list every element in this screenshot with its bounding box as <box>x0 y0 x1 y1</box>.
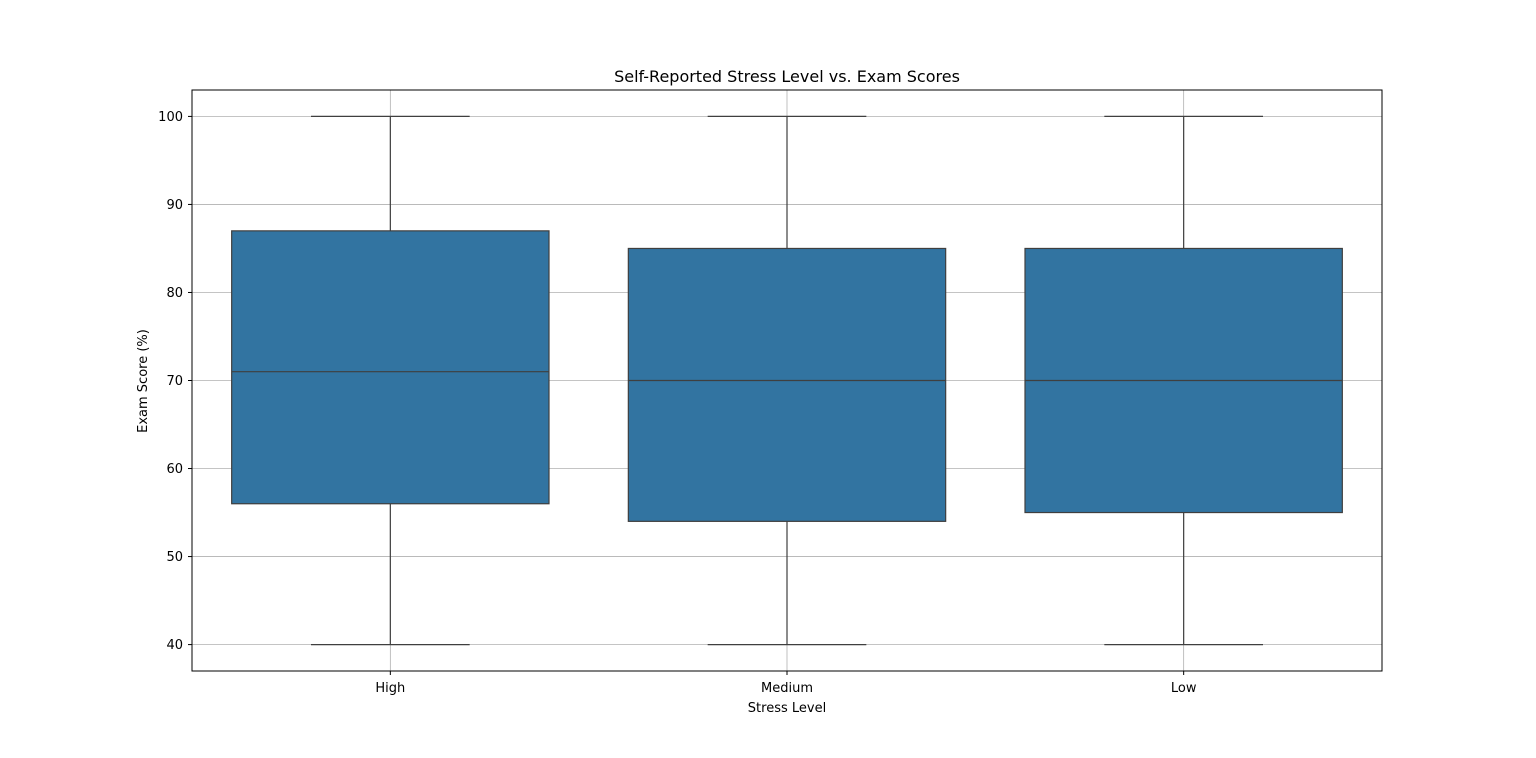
iqr-box <box>231 230 550 505</box>
y-tick-label: 40 <box>166 638 183 653</box>
y-axis-label: Exam Score (%) <box>136 329 151 433</box>
y-tick-label: 60 <box>166 462 183 477</box>
y-tick-label: 100 <box>158 110 183 125</box>
box-high <box>231 115 550 646</box>
axis-ticks: 40 50 60 70 80 90 100 High Medium Low <box>158 110 1197 696</box>
x-tick-label: Medium <box>761 681 813 696</box>
y-tick-label: 70 <box>166 374 183 389</box>
box-low <box>1024 115 1343 646</box>
box-series <box>231 115 1343 646</box>
iqr-box <box>627 247 947 522</box>
y-tick-label: 50 <box>166 550 183 565</box>
y-tick-label: 80 <box>166 286 183 301</box>
chart-title: Self-Reported Stress Level vs. Exam Scor… <box>614 67 960 86</box>
x-axis-label: Stress Level <box>748 701 826 716</box>
box-medium <box>627 115 947 646</box>
x-tick-label: Low <box>1171 681 1197 696</box>
x-tick-label: High <box>375 681 405 696</box>
y-tick-label: 90 <box>166 198 183 213</box>
